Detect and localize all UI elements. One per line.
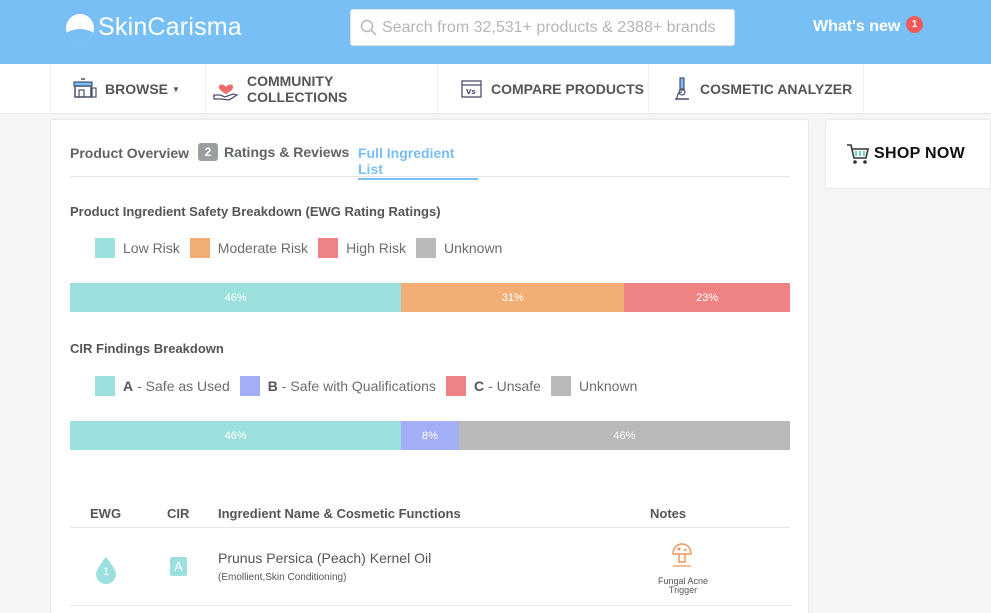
nav-community-collections[interactable]: COMMUNITY COLLECTIONS [206, 64, 438, 114]
ingredient-name-link[interactable]: Prunus Persica (Peach) Kernel Oil [218, 550, 432, 566]
nav-browse-label: BROWSE [105, 81, 168, 97]
cir-segment-2: 46% [458, 421, 790, 450]
shop-now-button[interactable]: SHOP NOW [825, 119, 991, 189]
legend-label: High Risk [346, 240, 406, 256]
svg-text:Vs: Vs [466, 88, 476, 96]
nav-compare-products[interactable]: Vs COMPARE PRODUCTS [438, 64, 649, 114]
col-notes: Notes [650, 506, 687, 521]
tab-full-ingredient-list[interactable]: Full Ingredient List [358, 145, 478, 180]
search-box[interactable] [350, 9, 735, 46]
nav-compare-label: COMPARE PRODUCTS [491, 81, 644, 97]
col-ewg: EWG [90, 506, 122, 521]
shop-stall-icon [73, 78, 97, 98]
legend-label: - Unsafe [488, 378, 541, 394]
ingredient-functions: (Emollient,Skin Conditioning) [218, 572, 347, 583]
legend-code: B [267, 378, 278, 394]
ewg-segment-2: 23% [624, 283, 790, 312]
search-input[interactable] [382, 18, 732, 37]
ingredient-table-header: EWG CIR Ingredient Name & Cosmetic Funct… [70, 500, 790, 528]
note-line: Fungal Acne [657, 576, 709, 586]
ewg-legend: Low Risk Moderate Risk High Risk Unknown [95, 238, 512, 258]
ewg-legend-high: High Risk [318, 238, 406, 258]
top-bar: SkinCarisma What's new 1 [0, 0, 991, 64]
legend-swatch [189, 238, 210, 258]
cir-section-title: CIR Findings Breakdown [70, 341, 224, 356]
cir-legend: A - Safe as Used B - Safe with Qualifica… [95, 376, 647, 396]
cir-legend-unknown: Unknown [550, 376, 638, 396]
legend-swatch [95, 238, 115, 258]
legend-code: A [123, 378, 134, 394]
whats-new-badge: 1 [906, 16, 923, 33]
shopping-cart-icon [847, 144, 869, 164]
tab-ratings-label: Ratings & Reviews [224, 144, 350, 160]
ewg-section-title: Product Ingredient Safety Breakdown (EWG… [70, 204, 441, 219]
chevron-down-icon: ▼ [172, 84, 180, 94]
cir-legend-a: A - Safe as Used [95, 376, 230, 396]
legend-swatch [445, 376, 466, 396]
legend-label: Moderate Risk [217, 240, 309, 256]
nav-analyzer-label: COSMETIC ANALYZER [700, 81, 853, 97]
heart-hand-icon [213, 84, 239, 101]
ewg-segment-0: 46% [70, 283, 402, 312]
ewg-legend-unknown: Unknown [415, 238, 503, 258]
cir-breakdown-bar: 46% 8% 46% [70, 421, 790, 450]
compare-icon: Vs [461, 80, 482, 98]
legend-swatch [415, 238, 436, 258]
legend-swatch [550, 376, 571, 396]
ratings-count-badge: 2 [198, 143, 218, 161]
ewg-drop-icon [96, 557, 116, 584]
main-nav: BROWSE ▼ COMMUNITY COLLECTIONS Vs COMPAR… [0, 64, 991, 114]
table-row[interactable]: 1 A Prunus Persica (Peach) Kernel Oil (E… [70, 528, 790, 606]
microscope-icon [675, 77, 689, 100]
ewg-segment-1: 31% [401, 283, 625, 312]
whats-new-link[interactable]: What's new [813, 18, 901, 35]
logo-text: SkinCarisma [98, 13, 242, 41]
cir-segment-1: 8% [401, 421, 459, 450]
legend-label: Unknown [443, 240, 503, 256]
logo-icon [66, 13, 94, 42]
note-fungal-acne-trigger: Fungal Acne Trigger [648, 577, 718, 595]
nav-cosmetic-analyzer[interactable]: COSMETIC ANALYZER [649, 64, 864, 114]
nav-community-label: COMMUNITY COLLECTIONS [246, 73, 348, 105]
ewg-breakdown-bar: 46% 31% 23% [70, 283, 790, 312]
cir-legend-b: B - Safe with Qualifications [239, 376, 436, 396]
note-line: Trigger [668, 585, 698, 595]
product-card: Product Overview 2 Ratings & Reviews Ful… [50, 119, 809, 613]
tab-product-overview[interactable]: Product Overview [70, 145, 190, 161]
legend-swatch [318, 238, 339, 258]
ewg-legend-low: Low Risk [95, 238, 180, 258]
tab-ratings-reviews[interactable]: 2 Ratings & Reviews [198, 143, 349, 161]
cir-grade-badge: A [170, 557, 187, 576]
shop-now-label: SHOP NOW [874, 145, 966, 162]
cir-segment-0: 46% [70, 421, 402, 450]
cir-legend-c: C - Unsafe [445, 376, 541, 396]
ewg-legend-moderate: Moderate Risk [189, 238, 309, 258]
legend-swatch [95, 376, 115, 396]
ewg-score: 1 [103, 566, 110, 578]
col-ingredient-name: Ingredient Name & Cosmetic Functions [218, 506, 461, 521]
mushroom-icon [672, 543, 692, 567]
legend-swatch [239, 376, 260, 396]
product-tabs: Product Overview 2 Ratings & Reviews Ful… [70, 140, 790, 180]
legend-label: Low Risk [123, 240, 180, 256]
nav-browse[interactable]: BROWSE ▼ [50, 64, 206, 114]
legend-label: Unknown [578, 378, 638, 394]
legend-code: C [473, 378, 485, 394]
col-cir: CIR [167, 506, 190, 521]
logo[interactable]: SkinCarisma [66, 13, 242, 42]
search-icon [360, 19, 377, 36]
legend-label: - Safe as Used [137, 378, 230, 394]
legend-label: - Safe with Qualifications [281, 378, 436, 394]
